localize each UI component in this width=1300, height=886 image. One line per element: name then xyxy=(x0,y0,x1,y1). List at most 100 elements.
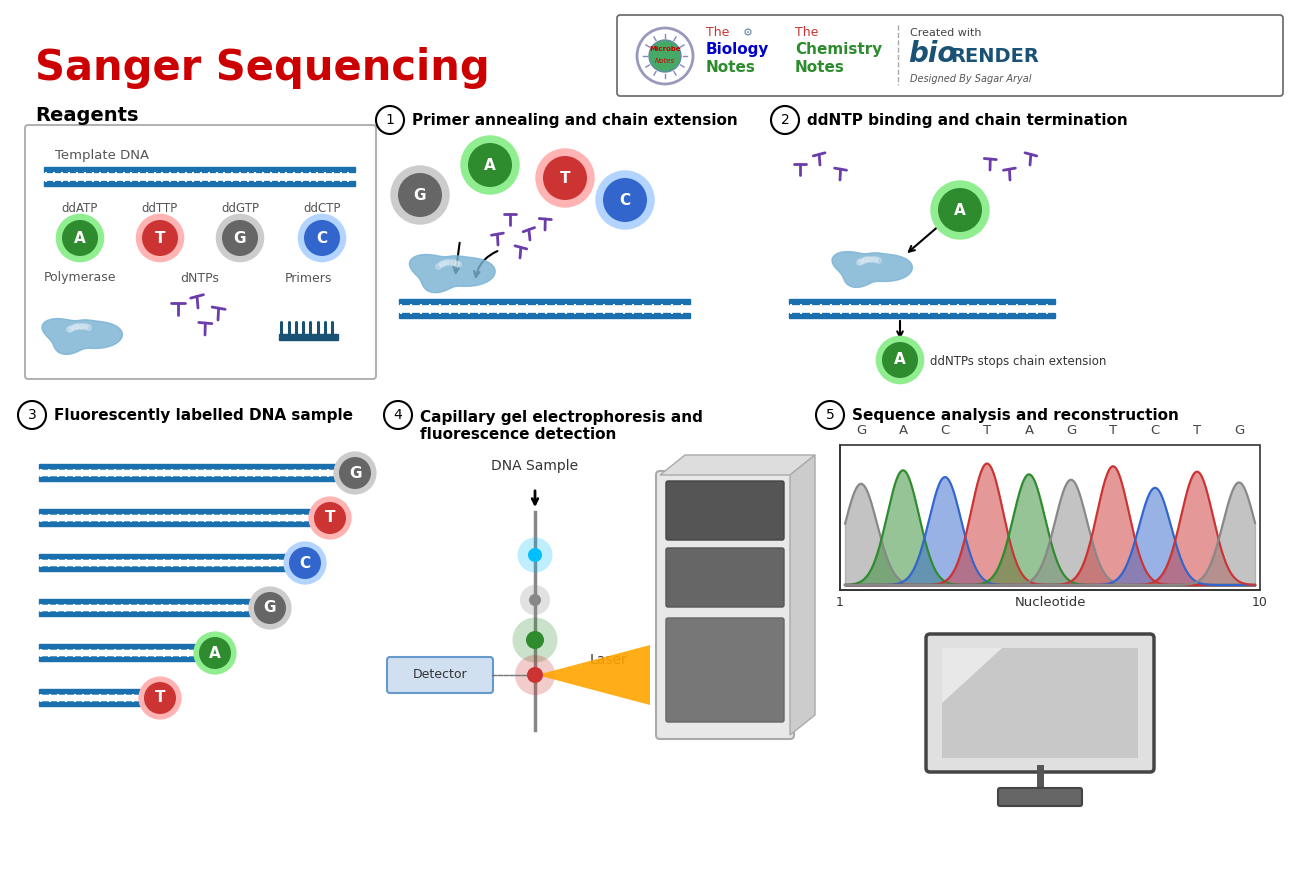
FancyBboxPatch shape xyxy=(926,634,1154,772)
Text: 3: 3 xyxy=(27,408,36,422)
Text: G: G xyxy=(1066,424,1076,437)
Text: C: C xyxy=(299,556,311,571)
Text: Microbe: Microbe xyxy=(649,46,681,52)
Text: Sequence analysis and reconstruction: Sequence analysis and reconstruction xyxy=(852,408,1179,423)
FancyBboxPatch shape xyxy=(666,548,784,607)
Text: ddATP: ddATP xyxy=(62,201,99,214)
Circle shape xyxy=(939,188,982,232)
Text: ddCTP: ddCTP xyxy=(303,201,341,214)
Polygon shape xyxy=(942,648,1002,703)
Text: DNA Sample: DNA Sample xyxy=(491,459,578,473)
Text: Nucleotide: Nucleotide xyxy=(1014,596,1086,609)
Circle shape xyxy=(528,548,542,562)
Circle shape xyxy=(515,655,555,695)
Text: 1: 1 xyxy=(836,596,844,609)
FancyBboxPatch shape xyxy=(789,299,1056,305)
Text: ddNTPs stops chain extension: ddNTPs stops chain extension xyxy=(930,355,1106,369)
Circle shape xyxy=(384,401,412,429)
Text: T: T xyxy=(560,170,571,185)
Text: Notes: Notes xyxy=(706,60,755,75)
FancyBboxPatch shape xyxy=(39,509,311,514)
Text: C: C xyxy=(619,192,630,207)
Circle shape xyxy=(931,180,989,240)
Circle shape xyxy=(543,156,588,200)
Text: Biology: Biology xyxy=(706,42,770,57)
Circle shape xyxy=(637,28,693,84)
Polygon shape xyxy=(410,254,495,292)
Text: ddGTP: ddGTP xyxy=(221,201,259,214)
Text: Notes: Notes xyxy=(796,60,845,75)
Circle shape xyxy=(339,457,370,489)
Text: Reagents: Reagents xyxy=(35,105,139,125)
Circle shape xyxy=(390,166,450,225)
FancyBboxPatch shape xyxy=(840,445,1260,590)
FancyBboxPatch shape xyxy=(387,657,493,693)
Circle shape xyxy=(876,336,924,385)
FancyBboxPatch shape xyxy=(39,644,195,649)
FancyBboxPatch shape xyxy=(656,471,794,739)
Text: bio: bio xyxy=(907,40,957,68)
Circle shape xyxy=(142,220,178,256)
Text: 1: 1 xyxy=(386,113,394,127)
Text: 5: 5 xyxy=(826,408,835,422)
Text: A: A xyxy=(954,203,966,217)
Text: C: C xyxy=(940,424,949,437)
FancyBboxPatch shape xyxy=(666,481,784,540)
Text: A: A xyxy=(74,230,86,245)
FancyBboxPatch shape xyxy=(39,555,286,559)
Circle shape xyxy=(222,220,257,256)
Text: Chemistry: Chemistry xyxy=(796,42,883,57)
Text: ddTTP: ddTTP xyxy=(142,201,178,214)
Circle shape xyxy=(298,214,346,262)
Circle shape xyxy=(138,676,182,719)
Circle shape xyxy=(536,148,594,207)
Text: ddNTP binding and chain termination: ddNTP binding and chain termination xyxy=(807,113,1128,128)
Polygon shape xyxy=(790,455,815,735)
FancyBboxPatch shape xyxy=(280,335,338,340)
FancyBboxPatch shape xyxy=(399,314,690,318)
Circle shape xyxy=(595,170,655,229)
FancyBboxPatch shape xyxy=(399,299,690,305)
Circle shape xyxy=(529,594,541,606)
FancyBboxPatch shape xyxy=(25,125,376,379)
Text: T: T xyxy=(155,690,165,705)
Polygon shape xyxy=(660,455,815,475)
Circle shape xyxy=(144,682,176,714)
Text: T: T xyxy=(325,510,335,525)
Text: 2: 2 xyxy=(780,113,789,127)
FancyBboxPatch shape xyxy=(666,618,784,722)
FancyBboxPatch shape xyxy=(44,167,355,173)
Circle shape xyxy=(254,592,286,624)
Text: The: The xyxy=(796,26,819,39)
Text: 4: 4 xyxy=(394,408,403,422)
Text: Notes: Notes xyxy=(655,58,675,64)
Polygon shape xyxy=(537,645,650,705)
Circle shape xyxy=(308,496,351,540)
FancyBboxPatch shape xyxy=(39,522,311,526)
Circle shape xyxy=(18,401,46,429)
FancyBboxPatch shape xyxy=(942,648,1138,758)
Text: C: C xyxy=(1150,424,1160,437)
FancyBboxPatch shape xyxy=(39,702,140,706)
Circle shape xyxy=(199,637,231,669)
Circle shape xyxy=(460,136,520,195)
Text: G: G xyxy=(413,188,426,203)
Circle shape xyxy=(649,40,681,72)
Text: ⚙: ⚙ xyxy=(744,28,753,38)
Text: The: The xyxy=(706,26,729,39)
Text: A: A xyxy=(894,353,906,368)
Circle shape xyxy=(468,143,512,187)
Circle shape xyxy=(517,538,552,572)
FancyBboxPatch shape xyxy=(44,182,355,186)
Text: Primers: Primers xyxy=(285,271,332,284)
Circle shape xyxy=(526,631,543,649)
Text: T: T xyxy=(1109,424,1117,437)
Text: Primer annealing and chain extension: Primer annealing and chain extension xyxy=(412,113,738,128)
FancyBboxPatch shape xyxy=(39,567,286,571)
Polygon shape xyxy=(42,319,122,354)
Text: Polymerase: Polymerase xyxy=(44,271,116,284)
Circle shape xyxy=(135,214,185,262)
Text: T: T xyxy=(1193,424,1201,437)
FancyBboxPatch shape xyxy=(39,477,335,481)
Text: Detector: Detector xyxy=(412,669,467,681)
